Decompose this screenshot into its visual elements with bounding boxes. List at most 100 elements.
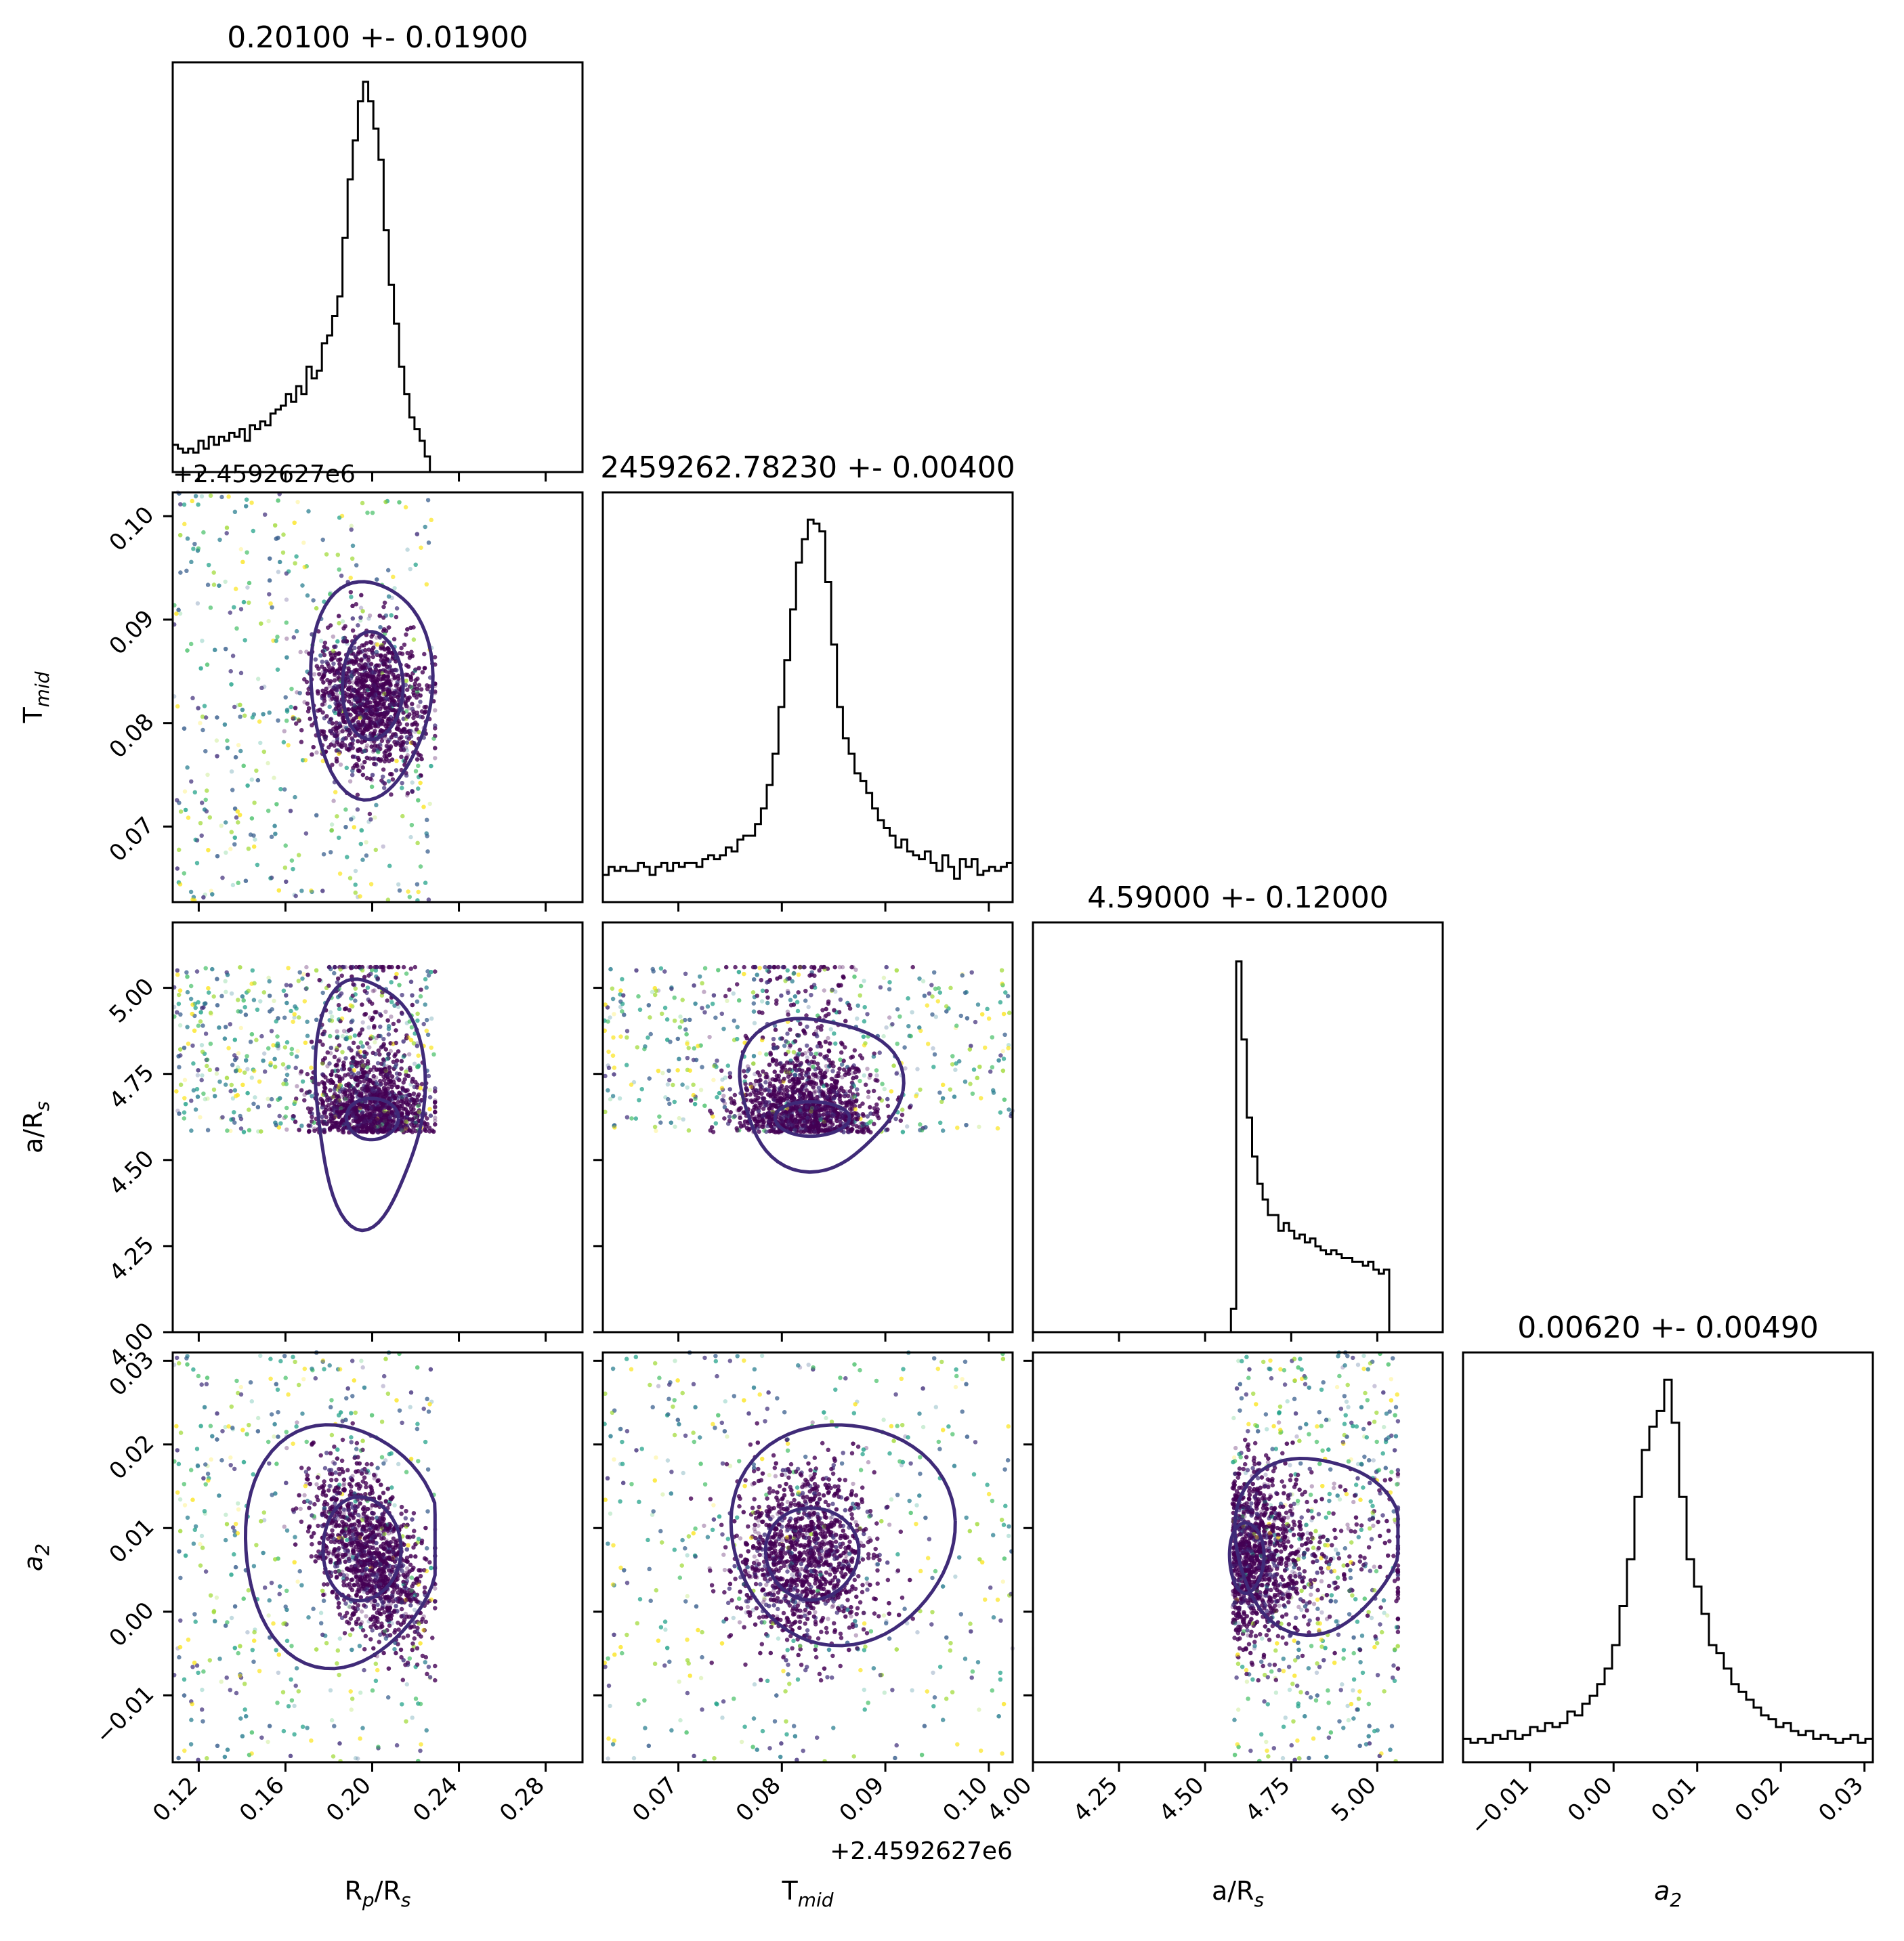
scatter-point xyxy=(360,663,365,668)
scatter-point xyxy=(327,684,332,689)
scatter-point xyxy=(203,892,207,897)
scatter-point xyxy=(433,746,438,750)
scatter-point xyxy=(408,567,412,572)
scatter-point xyxy=(367,713,372,718)
scatter-point xyxy=(295,500,300,505)
scatter-point xyxy=(371,706,376,711)
scatter-point xyxy=(331,634,335,639)
scatter-point xyxy=(253,837,257,842)
scatter-point xyxy=(375,719,379,723)
scatter-point xyxy=(303,758,308,763)
scatter-point xyxy=(385,696,390,702)
scatter-point xyxy=(337,730,342,735)
scatter-point xyxy=(331,740,336,744)
scatter-point xyxy=(347,779,353,784)
scatter-point xyxy=(385,626,390,631)
scatter-point xyxy=(389,677,394,683)
scatter-point xyxy=(312,672,317,677)
scatter-point xyxy=(284,597,289,602)
scatter-point xyxy=(351,815,356,820)
scatter-point xyxy=(360,719,366,723)
scatter-point xyxy=(387,752,392,758)
scatter-point xyxy=(230,882,236,888)
scatter-point xyxy=(360,729,365,733)
scatter-point xyxy=(355,705,360,710)
scatter-point xyxy=(256,677,261,681)
scatter-point xyxy=(408,740,414,746)
scatter-point xyxy=(349,524,354,528)
scatter-point xyxy=(416,798,421,803)
scatter-point xyxy=(205,772,210,777)
scatter-point xyxy=(362,679,367,684)
scatter-point xyxy=(284,636,289,641)
scatter-point xyxy=(322,672,326,677)
scatter-point xyxy=(370,716,375,721)
scatter-point xyxy=(356,895,360,899)
scatter-point xyxy=(404,754,409,759)
scatter-point xyxy=(416,704,421,709)
scatter-point xyxy=(403,703,408,708)
scatter-point xyxy=(302,700,307,705)
scatter-point xyxy=(177,611,183,616)
scatter-point xyxy=(335,686,339,691)
scatter-point xyxy=(258,740,263,746)
scatter-point xyxy=(228,847,233,851)
scatter-point xyxy=(214,738,219,743)
scatter-point xyxy=(360,702,365,708)
scatter-point xyxy=(377,747,381,752)
scatter-point xyxy=(364,652,368,656)
scatter-points-layer xyxy=(172,490,1401,1764)
scatter-point xyxy=(381,691,386,696)
scatter-point xyxy=(415,756,420,761)
scatter-point xyxy=(292,520,297,525)
scatter-point xyxy=(347,694,352,700)
scatter-point xyxy=(371,749,376,754)
scatter-point xyxy=(374,635,379,640)
scatter-point xyxy=(355,683,360,687)
scatter-point xyxy=(347,744,352,749)
scatter-point xyxy=(407,706,412,711)
scatter-point xyxy=(374,703,379,708)
scatter-point xyxy=(433,691,438,696)
scatter-point xyxy=(385,754,389,760)
scatter-point xyxy=(412,729,417,734)
scatter-point xyxy=(190,498,194,504)
scatter-point xyxy=(262,684,267,689)
scatter-point xyxy=(405,547,410,552)
scatter-point xyxy=(266,761,270,766)
scatter-point xyxy=(366,819,371,824)
scatter-point xyxy=(182,789,188,794)
scatter-point xyxy=(366,698,371,702)
scatter-point xyxy=(367,613,373,618)
scatter-point xyxy=(364,678,368,683)
scatter-point xyxy=(391,733,396,738)
scatter-point xyxy=(355,710,360,716)
scatter-point xyxy=(388,746,394,750)
scatter-point xyxy=(340,619,345,624)
scatter-point xyxy=(329,697,333,702)
scatter-point xyxy=(404,748,409,753)
scatter-point xyxy=(346,670,352,675)
scatter-point xyxy=(311,745,316,750)
scatter-point xyxy=(362,696,367,701)
scatter-point xyxy=(386,678,392,683)
scatter-point xyxy=(344,728,350,733)
scatter-point xyxy=(381,647,386,652)
scatter-point xyxy=(383,714,388,720)
scatter-point xyxy=(331,798,336,803)
scatter-point xyxy=(382,647,387,652)
scatter-point xyxy=(344,671,349,676)
scatter-point xyxy=(386,748,392,752)
scatter-point xyxy=(314,813,319,818)
scatter-point xyxy=(391,672,396,677)
scatter-point xyxy=(392,586,397,591)
scatter-point xyxy=(350,673,354,679)
scatter-point xyxy=(301,540,306,545)
scatter-point xyxy=(371,689,376,694)
scatter-point xyxy=(359,828,364,832)
scatter-point xyxy=(199,494,205,499)
scatter-point xyxy=(372,679,377,683)
scatter-point xyxy=(341,725,346,730)
scatter-point xyxy=(433,708,438,713)
scatter-point xyxy=(381,844,385,849)
